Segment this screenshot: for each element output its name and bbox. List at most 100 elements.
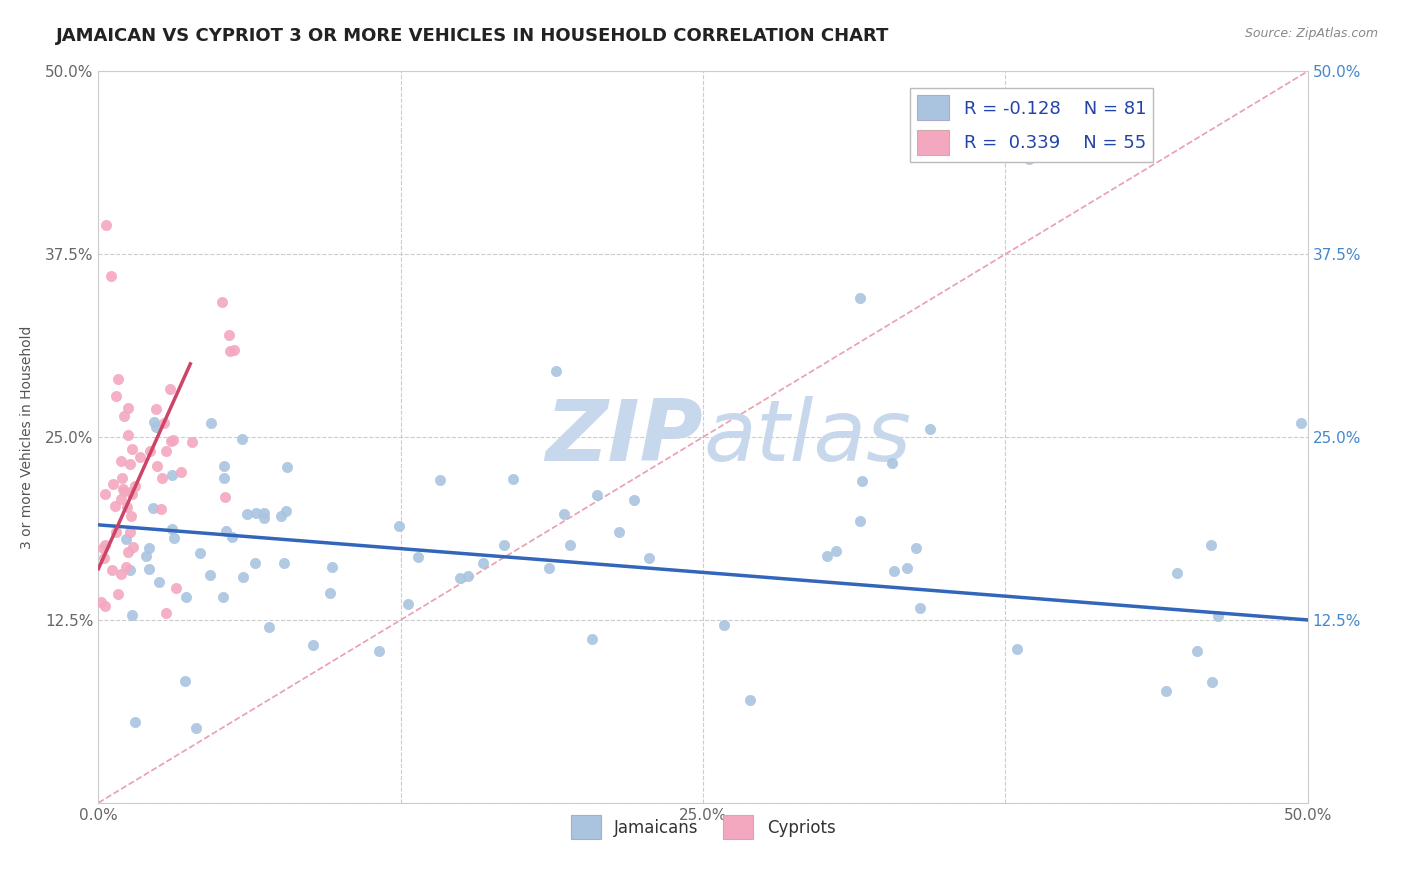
Point bbox=[107, 371, 129, 385]
Text: atlas: atlas bbox=[703, 395, 911, 479]
Point bbox=[212, 590, 235, 604]
Point bbox=[115, 559, 138, 574]
Point bbox=[235, 507, 257, 521]
Text: Source: ZipAtlas.com: Source: ZipAtlas.com bbox=[1244, 27, 1378, 40]
Point bbox=[607, 525, 630, 540]
Point bbox=[124, 715, 146, 730]
Point bbox=[883, 564, 905, 578]
Point bbox=[904, 541, 927, 555]
Point bbox=[184, 721, 207, 735]
Point bbox=[159, 434, 181, 448]
Point bbox=[121, 442, 143, 457]
Point bbox=[232, 570, 254, 584]
Point bbox=[120, 524, 142, 539]
Point bbox=[111, 471, 134, 485]
Point bbox=[908, 601, 931, 615]
Point bbox=[231, 432, 253, 446]
Legend: Jamaicans, Cypriots: Jamaicans, Cypriots bbox=[564, 809, 842, 846]
Point bbox=[1187, 644, 1209, 658]
Y-axis label: 3 or more Vehicles in Household: 3 or more Vehicles in Household bbox=[20, 326, 34, 549]
Point bbox=[155, 606, 177, 620]
Point bbox=[553, 508, 575, 522]
Point bbox=[849, 291, 872, 305]
Point bbox=[218, 327, 240, 342]
Point bbox=[152, 471, 174, 485]
Point bbox=[110, 492, 132, 507]
Point bbox=[396, 597, 419, 611]
Point bbox=[586, 488, 609, 502]
Point bbox=[146, 458, 169, 473]
Point bbox=[117, 544, 139, 558]
Point bbox=[222, 343, 245, 357]
Point bbox=[117, 428, 139, 442]
Point bbox=[270, 508, 292, 523]
Point bbox=[243, 556, 266, 570]
Point bbox=[94, 487, 117, 501]
Point bbox=[849, 515, 872, 529]
Point bbox=[135, 549, 157, 563]
Point bbox=[1199, 538, 1222, 552]
Point bbox=[100, 269, 122, 284]
Point bbox=[155, 443, 177, 458]
Point bbox=[117, 401, 139, 415]
Point bbox=[121, 607, 143, 622]
Point bbox=[200, 416, 222, 430]
Point bbox=[214, 490, 236, 504]
Point bbox=[112, 409, 135, 423]
Point bbox=[188, 545, 211, 559]
Point bbox=[110, 567, 132, 582]
Point bbox=[120, 563, 142, 577]
Point bbox=[880, 456, 903, 470]
Point bbox=[1154, 683, 1177, 698]
Point bbox=[103, 499, 125, 513]
Point bbox=[112, 482, 135, 496]
Point bbox=[638, 551, 661, 566]
Point bbox=[129, 450, 152, 465]
Point bbox=[492, 538, 515, 552]
Point bbox=[825, 543, 848, 558]
Point bbox=[138, 562, 160, 576]
Point bbox=[138, 444, 160, 458]
Point bbox=[120, 484, 142, 499]
Point bbox=[211, 294, 233, 309]
Point bbox=[142, 501, 165, 516]
Point bbox=[120, 508, 142, 523]
Point bbox=[815, 549, 838, 563]
Point bbox=[94, 599, 117, 614]
Point bbox=[145, 402, 167, 417]
Point bbox=[740, 693, 762, 707]
Point bbox=[1166, 566, 1188, 580]
Point bbox=[368, 644, 391, 658]
Point bbox=[142, 415, 165, 429]
Point bbox=[215, 524, 238, 539]
Point bbox=[276, 503, 298, 517]
Point bbox=[198, 567, 221, 582]
Point bbox=[104, 525, 127, 540]
Point bbox=[252, 506, 274, 520]
Point bbox=[162, 433, 184, 447]
Point bbox=[159, 383, 181, 397]
Point bbox=[173, 674, 195, 689]
Point bbox=[302, 638, 325, 652]
Text: ZIP: ZIP bbox=[546, 395, 703, 479]
Point bbox=[91, 541, 114, 555]
Point bbox=[273, 556, 295, 570]
Point bbox=[94, 218, 117, 232]
Point bbox=[115, 532, 138, 546]
Point bbox=[1018, 152, 1040, 166]
Point bbox=[1007, 641, 1029, 656]
Point bbox=[121, 486, 143, 500]
Point bbox=[138, 541, 160, 555]
Point bbox=[110, 454, 132, 468]
Point bbox=[406, 550, 429, 565]
Point bbox=[160, 468, 183, 483]
Point bbox=[538, 561, 561, 575]
Point bbox=[90, 595, 112, 609]
Point bbox=[152, 417, 174, 431]
Point bbox=[502, 472, 524, 486]
Point bbox=[174, 591, 197, 605]
Point bbox=[221, 531, 243, 545]
Point bbox=[581, 632, 603, 646]
Point bbox=[112, 484, 135, 499]
Point bbox=[163, 531, 186, 545]
